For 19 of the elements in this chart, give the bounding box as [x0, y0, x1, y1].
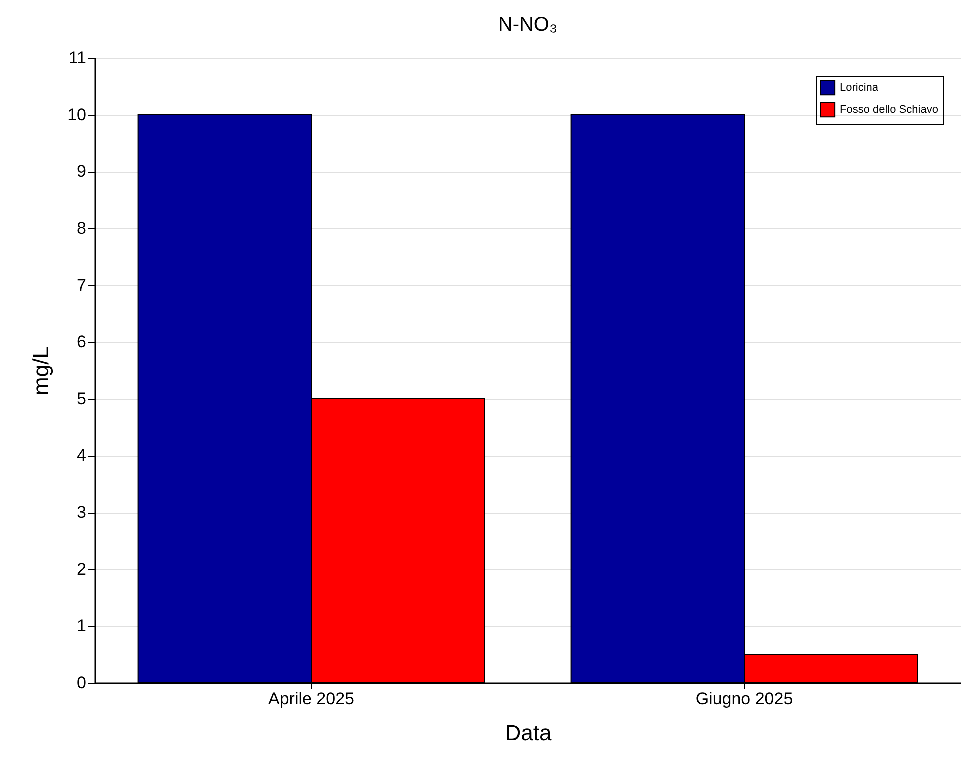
y-tick-label: 4 [77, 446, 86, 466]
y-tick-label: 11 [68, 48, 86, 68]
y-axis-title: mg/L [28, 346, 54, 396]
y-tick-label: 5 [77, 389, 86, 408]
y-tick-label: 2 [77, 560, 86, 579]
y-tick-label: 6 [77, 332, 86, 352]
y-tick-label: 3 [77, 503, 86, 522]
x-tick-label: Giugno 2025 [696, 690, 794, 708]
x-tick-label: Aprile 2025 [268, 690, 355, 708]
legend-label: Loricina [840, 82, 880, 94]
chart-title: N-NO₃ [498, 14, 558, 36]
y-tick-label: 9 [77, 162, 86, 182]
legend-label: Fosso dello Schiavo [840, 104, 938, 116]
y-tick-label: 8 [77, 218, 86, 238]
y-tick-label: 10 [68, 105, 86, 124]
y-tick-label: 7 [77, 276, 86, 295]
y-tick-label: 0 [77, 674, 86, 692]
x-axis-title: Data [505, 720, 552, 746]
y-tick-label: 1 [77, 616, 86, 636]
